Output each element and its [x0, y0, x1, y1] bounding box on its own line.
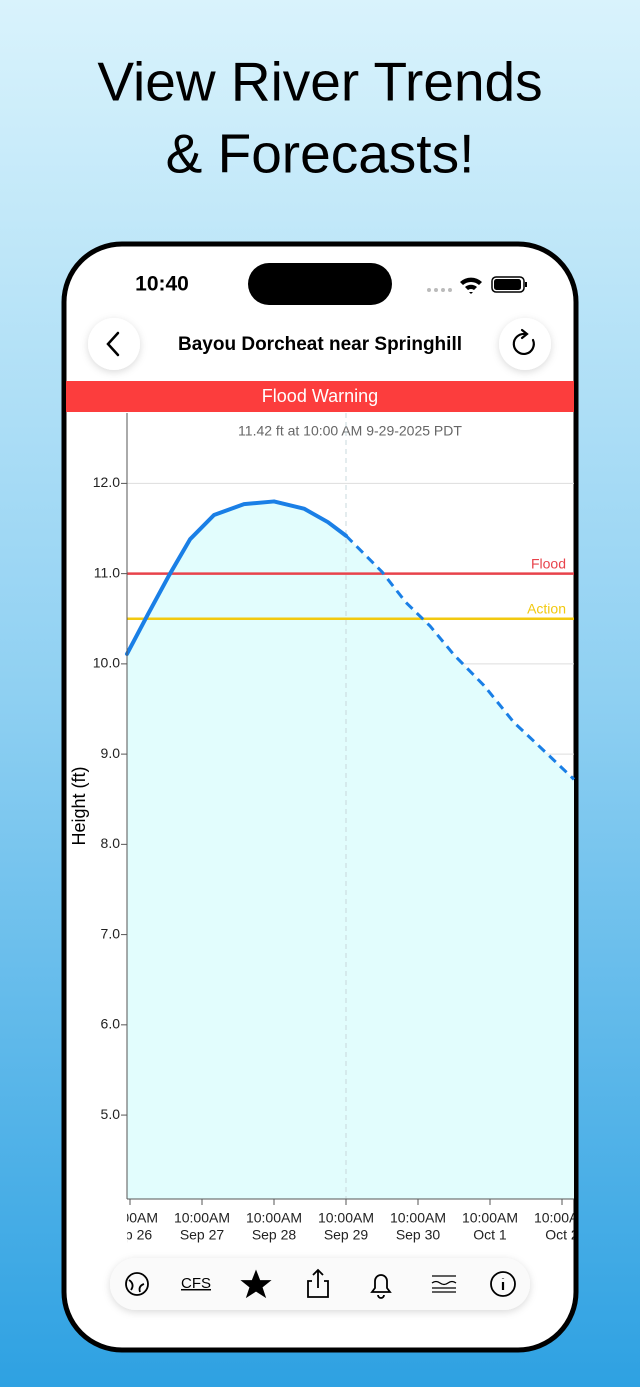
units-button[interactable]: CFS — [181, 1275, 211, 1292]
x-tick-label: 10:00AM — [174, 1210, 230, 1226]
series-line — [125, 499, 348, 656]
area — [127, 501, 346, 1199]
favorite-button[interactable] — [240, 1269, 272, 1299]
headline: View River Trends — [97, 51, 542, 113]
alerts-button[interactable] — [370, 1274, 392, 1299]
x-tick-label: 10:00AM — [534, 1210, 590, 1226]
x-tick-label: 10:00AM — [390, 1210, 446, 1226]
y-tick-label: 12.0 — [93, 474, 120, 490]
headline: & Forecasts! — [166, 123, 475, 185]
toolbar — [110, 1258, 530, 1310]
refresh-button[interactable] — [499, 318, 551, 370]
back-icon — [106, 331, 120, 357]
area — [346, 535, 574, 1199]
x-tick-label: 10:00AM — [102, 1210, 158, 1226]
x-tick-label: 10:00AM — [318, 1210, 374, 1226]
x-tick-label: Sep 29 — [324, 1227, 369, 1243]
x-tick-label: Sep 27 — [180, 1227, 225, 1243]
x-tick-label: 10:00AM — [462, 1210, 518, 1226]
nav-title: Bayou Dorcheat near Springhill — [178, 334, 462, 355]
back-button[interactable] — [88, 318, 140, 370]
x-tick-label: Sep 30 — [396, 1227, 441, 1243]
chart-subtitle: 11.42 ft at 10:00 AM 9-29-2025 PDT — [238, 423, 462, 439]
y-tick-label: 7.0 — [101, 925, 121, 941]
toolbar-icons — [125, 1268, 516, 1299]
share-button[interactable] — [307, 1268, 329, 1298]
threshold-label: Flood — [531, 555, 566, 571]
x-tick-label: Sep 26 — [108, 1227, 153, 1243]
refresh-icon — [512, 328, 535, 355]
x-tick-label: Sep 28 — [252, 1227, 297, 1243]
y-tick-label: 11.0 — [94, 564, 120, 580]
banner-text: Flood Warning — [262, 386, 378, 406]
y-tick-label: 6.0 — [101, 1016, 121, 1032]
y-tick-label: 10.0 — [93, 655, 120, 671]
series-line — [344, 534, 576, 781]
status-time: 10:40 — [135, 273, 189, 296]
y-axis-label: Height (ft) — [69, 766, 89, 845]
chart: 5.0 6.0 7.0 8.0 9.0 10.0 11.0 12.0 Flood Action 10… — [93, 413, 590, 1243]
x-tick-label: Oct 1 — [473, 1227, 507, 1243]
banner — [66, 381, 574, 412]
globe-button[interactable] — [125, 1272, 149, 1296]
x-tick-label: 10:00AM — [246, 1210, 302, 1226]
threshold-label: Action — [527, 600, 566, 616]
dynamic-island — [248, 263, 392, 305]
x-tick-label: Oct 2 — [545, 1227, 579, 1243]
status-icons — [427, 276, 527, 294]
y-tick-label: 5.0 — [101, 1106, 121, 1122]
info-button[interactable] — [490, 1271, 516, 1297]
water-button[interactable] — [431, 1275, 457, 1293]
y-tick-label: 9.0 — [101, 745, 121, 761]
y-tick-label: 8.0 — [101, 835, 121, 851]
